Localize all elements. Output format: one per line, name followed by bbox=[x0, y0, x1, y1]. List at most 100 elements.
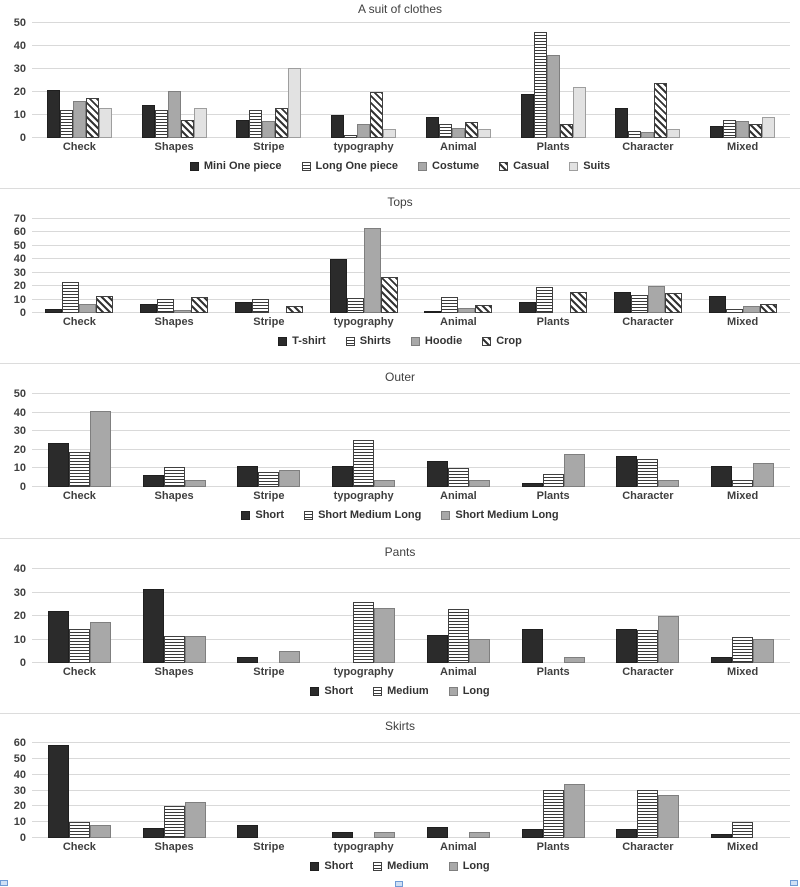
bar-medium-check bbox=[68, 629, 90, 663]
bar-suits-plants bbox=[572, 87, 586, 138]
bar-group-character bbox=[601, 569, 696, 663]
bar-t-shirt-shapes bbox=[140, 304, 158, 313]
y-tick-label: 20 bbox=[13, 610, 26, 622]
x-category-label: Animal bbox=[440, 316, 477, 328]
bar-short-medium-long-stripe bbox=[258, 472, 280, 487]
chart-legend: T-shirt Shirts Hoodie Crop bbox=[0, 335, 800, 347]
resize-handle-bottom-right[interactable] bbox=[790, 880, 798, 886]
bar-hoodie-animal bbox=[458, 308, 476, 313]
legend-label: Long One piece bbox=[315, 160, 399, 172]
bar-group-typography bbox=[316, 219, 411, 313]
y-tick-label: 10 bbox=[13, 109, 26, 121]
legend-item-medium: Medium bbox=[373, 860, 429, 872]
bar-suits-mixed bbox=[762, 117, 776, 138]
bar-hoodie-check bbox=[79, 304, 97, 313]
bar-long-check bbox=[89, 622, 111, 663]
legend-label: Crop bbox=[496, 335, 522, 347]
bar-short-plants bbox=[521, 483, 543, 487]
legend-label: Shirts bbox=[359, 335, 391, 347]
bar-short-medium-long-plants bbox=[563, 454, 585, 487]
bar-mini-one-piece-mixed bbox=[710, 126, 724, 138]
bar-medium-character bbox=[637, 790, 659, 838]
bar-short-medium-long-typography bbox=[374, 480, 396, 487]
gridline bbox=[32, 298, 790, 300]
chart-title: A suit of clothes bbox=[357, 2, 443, 16]
x-axis-labels: Check Shapes Stripe typography Animal Plants C… bbox=[0, 487, 800, 502]
x-category-label: Character bbox=[622, 316, 674, 328]
bar-suits-typography bbox=[383, 129, 397, 138]
bar-casual-character bbox=[654, 83, 668, 138]
bar-group-shapes bbox=[127, 743, 222, 838]
bar-t-shirt-mixed bbox=[708, 296, 726, 313]
legend-label: Medium bbox=[387, 860, 429, 872]
y-tick-label: 30 bbox=[13, 63, 26, 75]
legend-label: Short bbox=[324, 860, 354, 872]
bar-crop-check bbox=[96, 296, 114, 313]
bar-crop-shapes bbox=[191, 297, 209, 313]
bar-t-shirt-character bbox=[613, 292, 631, 313]
x-axis-labels: Check Shapes Stripe typography Animal Plants C… bbox=[0, 663, 800, 678]
bar-group-shapes bbox=[127, 394, 222, 487]
gridline bbox=[32, 837, 790, 838]
bar-suits-character bbox=[667, 129, 681, 138]
gridline bbox=[32, 22, 790, 23]
bar-casual-animal bbox=[464, 122, 478, 138]
legend-item-short: Short bbox=[310, 860, 353, 872]
bar-mini-one-piece-shapes bbox=[141, 105, 155, 138]
resize-handle-bottom-left[interactable] bbox=[0, 880, 8, 886]
bar-short-mixed bbox=[711, 657, 733, 663]
y-tick-label: 30 bbox=[13, 784, 26, 797]
bar-long-stripe bbox=[279, 651, 301, 663]
gridline bbox=[32, 45, 790, 46]
gridline bbox=[32, 218, 790, 219]
y-tick-label: 0 bbox=[19, 307, 26, 319]
bar-shirts-shapes bbox=[157, 299, 175, 313]
bar-group-plants bbox=[506, 219, 601, 313]
resize-handle-bottom-center[interactable] bbox=[395, 881, 403, 887]
bar-costume-animal bbox=[451, 128, 465, 138]
plot-area bbox=[32, 742, 790, 838]
bar-mini-one-piece-check bbox=[46, 90, 60, 138]
legend-swatch-icon bbox=[373, 861, 383, 871]
bar-long-animal bbox=[468, 639, 490, 663]
x-category-label: typography bbox=[333, 490, 394, 502]
x-category-label: Character bbox=[622, 666, 674, 678]
legend-label: Short bbox=[255, 509, 285, 521]
bar-group-plants bbox=[506, 743, 601, 838]
chart-panel-a-suit-of-clothes: A suit of clothes 0 10 20 30 40 50 Check Shapes S… bbox=[0, 0, 800, 188]
chart-title: Skirts bbox=[385, 719, 415, 733]
chart-panel-skirts: Skirts 0 10 20 30 40 50 60 Check Shapes Stripe typo… bbox=[0, 713, 800, 884]
x-category-label: Animal bbox=[440, 841, 477, 853]
bar-mini-one-piece-animal bbox=[425, 117, 439, 138]
bar-short-animal bbox=[426, 461, 448, 487]
bar-hoodie-typography bbox=[363, 228, 381, 313]
gridline bbox=[32, 91, 790, 92]
bar-short-medium-long-shapes bbox=[184, 480, 206, 487]
y-tick-label: 10 bbox=[13, 293, 26, 306]
bar-shirts-mixed bbox=[725, 309, 743, 313]
bar-crop-animal bbox=[475, 305, 493, 313]
bar-short-stripe bbox=[237, 825, 259, 838]
gridline bbox=[32, 393, 790, 394]
legend-item-costume: Costume bbox=[418, 160, 479, 172]
bar-short-plants bbox=[521, 829, 543, 838]
bar-short-character bbox=[616, 456, 638, 487]
legend-label: Casual bbox=[513, 160, 550, 172]
x-category-label: Check bbox=[62, 666, 96, 678]
y-tick-label: 20 bbox=[13, 800, 26, 813]
y-tick-label: 50 bbox=[13, 388, 26, 400]
legend-item-long: Long bbox=[448, 860, 490, 872]
legend-swatch-icon bbox=[373, 686, 383, 696]
gridline bbox=[32, 821, 790, 823]
bar-medium-plants bbox=[542, 790, 564, 838]
bar-long-shapes bbox=[184, 802, 206, 838]
bar-group-stripe bbox=[222, 23, 317, 138]
gridline bbox=[32, 114, 790, 115]
bar-short-shapes bbox=[142, 589, 164, 663]
bar-short-medium-long-check bbox=[68, 452, 90, 487]
bar-long-one-piece-plants bbox=[533, 32, 547, 138]
bar-short-check bbox=[47, 443, 69, 487]
y-tick-label: 20 bbox=[13, 86, 26, 98]
y-tick-label: 0 bbox=[19, 481, 26, 493]
